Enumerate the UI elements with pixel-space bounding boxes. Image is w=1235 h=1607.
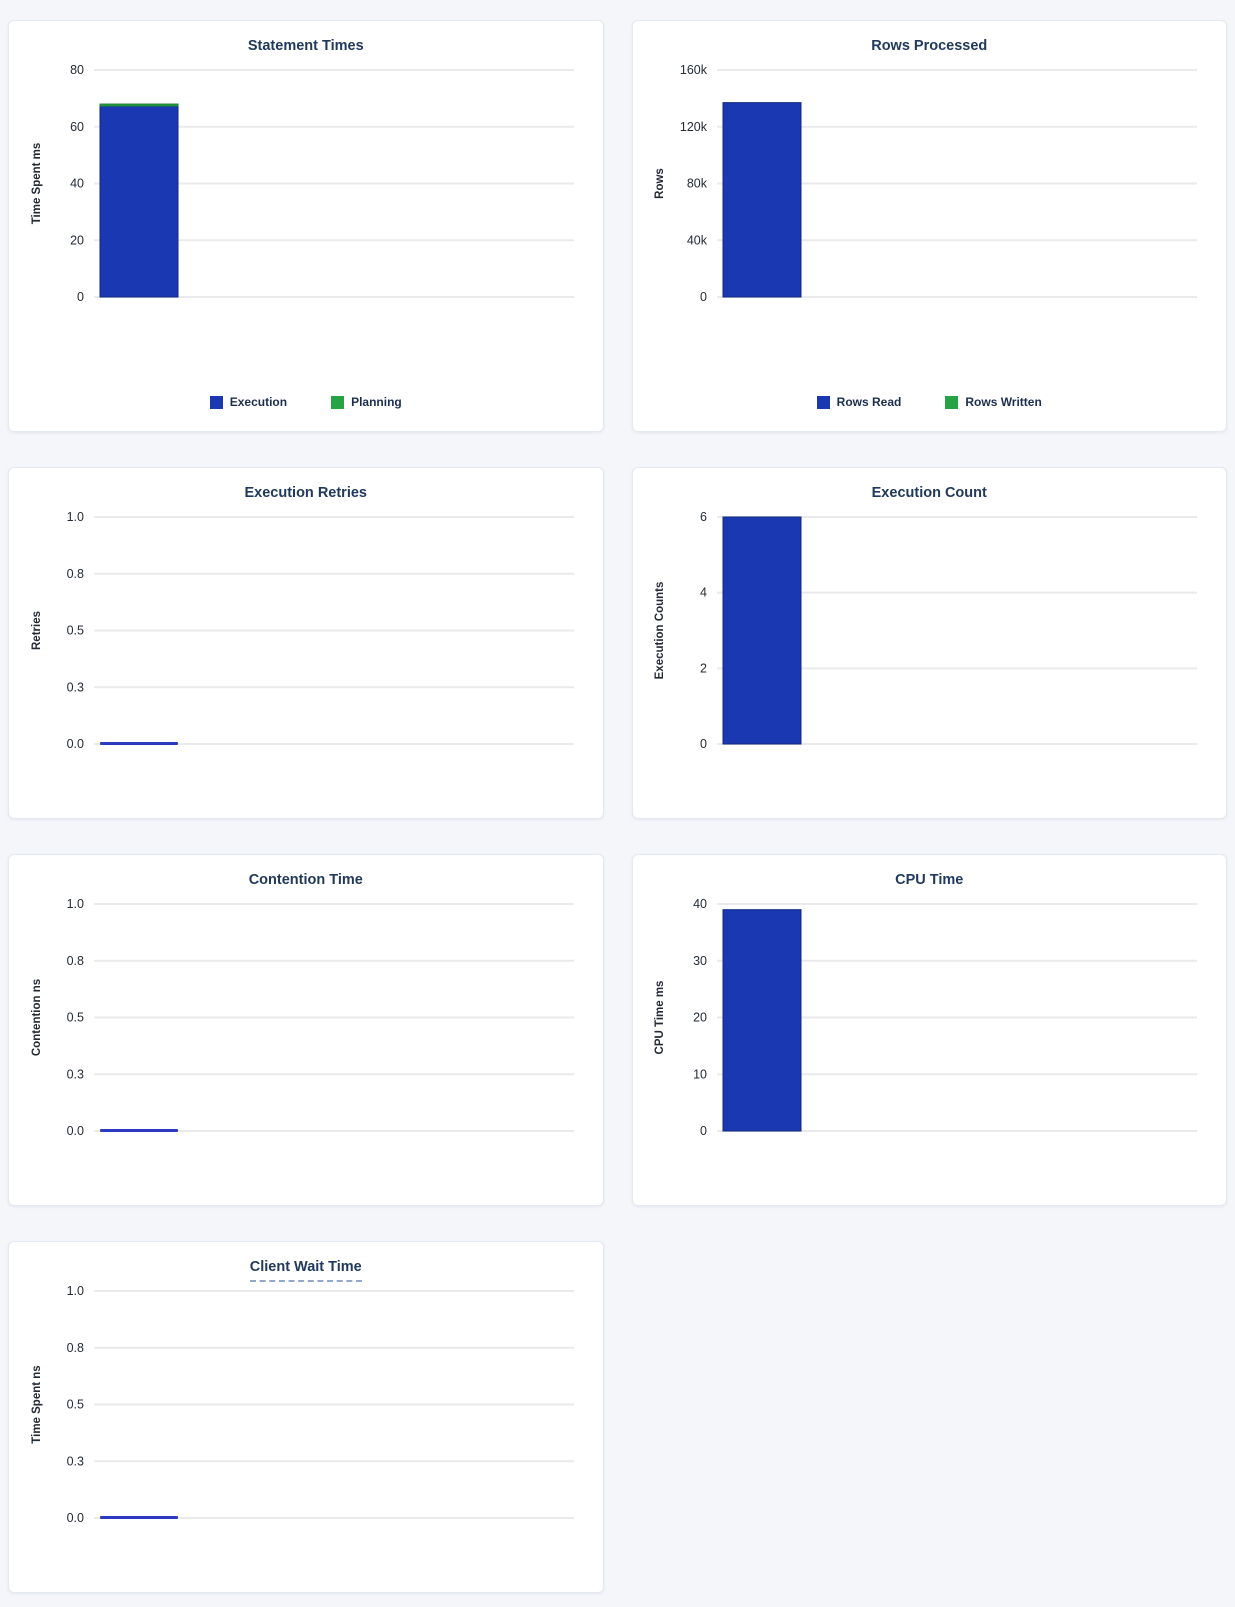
chart-title: Statement Times	[9, 21, 603, 57]
chart-title: Contention Time	[9, 855, 603, 891]
chart-plot-client-wait-time: Time Spent ns 1.0 0.8 0.5 0.3 0.0	[31, 1284, 574, 1525]
chart-title: Rows Processed	[633, 21, 1227, 57]
chart-legend: Execution Planning	[9, 395, 603, 431]
y-tick-label: 0.3	[66, 1067, 83, 1081]
y-tick-label: 4	[700, 586, 707, 600]
chart-card-execution-count: Execution Count Execution Counts 6 4 2 0	[631, 467, 1227, 819]
chart-card-execution-retries: Execution Retries Retries 1.0 0.8 0.5 0.3 0.0	[8, 467, 604, 819]
chart-title-text: CPU Time	[895, 872, 964, 888]
legend-label: Planning	[351, 395, 402, 409]
chart-title: Execution Count	[633, 468, 1227, 504]
y-axis-label: Execution Counts	[654, 582, 666, 680]
legend-label: Rows Read	[836, 395, 902, 409]
bar-segment-execution	[99, 105, 179, 298]
legend-swatch-icon	[331, 395, 345, 409]
y-tick-label: 0.3	[66, 1454, 83, 1468]
chart-title-text: Rows Processed	[871, 38, 988, 54]
zero-value-bar	[99, 1129, 178, 1132]
legend-swatch-icon	[945, 395, 959, 409]
zero-value-bar	[99, 742, 178, 745]
chart-card-client-wait-time: Client Wait Time Time Spent ns 1.0 0.8 0.5 0…	[8, 1241, 604, 1593]
y-tick-label: 0.5	[66, 1011, 83, 1025]
y-tick-label: 0.3	[66, 680, 83, 694]
chart-title: Execution Retries	[9, 468, 603, 504]
y-tick-label: 0.8	[66, 954, 83, 968]
y-tick-label: 1.0	[66, 1284, 83, 1298]
legend-swatch-icon	[816, 395, 830, 409]
legend-item-execution: Execution	[209, 395, 288, 409]
chart-title-text: Statement Times	[247, 38, 364, 54]
y-tick-label: 160k	[680, 63, 708, 77]
chart-plot-contention-time: Contention ns 1.0 0.8 0.5 0.3 0.0	[31, 897, 574, 1138]
chart-card-cpu-time: CPU Time CPU Time ms 40 30 20 10 0	[631, 854, 1227, 1206]
bar-segment-execution-count	[722, 516, 802, 745]
y-tick-label: 20	[70, 233, 84, 247]
bar-segment-rows-read	[722, 102, 802, 298]
y-tick-label: 10	[693, 1067, 707, 1081]
y-tick-label: 0.0	[66, 737, 83, 751]
y-tick-label: 0	[700, 1124, 707, 1138]
chart-title-text: Execution Retries	[244, 485, 368, 501]
y-tick-label: 0.5	[66, 624, 83, 638]
y-tick-label: 0	[700, 290, 707, 304]
y-tick-label: 0.0	[66, 1124, 83, 1138]
y-tick-label: 20	[693, 1011, 707, 1025]
y-tick-label: 120k	[680, 120, 708, 134]
legend-item-rows-read: Rows Read	[816, 395, 902, 409]
chart-plot-cpu-time: CPU Time ms 40 30 20 10 0	[654, 897, 1198, 1138]
legend-swatch-icon	[209, 395, 223, 409]
y-tick-label: 0.5	[66, 1398, 83, 1412]
y-tick-label: 80	[70, 63, 84, 77]
y-tick-label: 0.8	[66, 1341, 83, 1355]
chart-plot-statement-times: Time Spent ms 80 60 40 20 0	[31, 63, 574, 304]
y-tick-label: 40k	[687, 233, 708, 247]
y-tick-label: 6	[700, 510, 707, 524]
y-axis-label: Contention ns	[31, 979, 43, 1056]
bar-segment-planning	[99, 103, 179, 107]
y-tick-label: 1.0	[66, 897, 83, 911]
chart-plot-execution-count: Execution Counts 6 4 2 0	[654, 510, 1198, 751]
chart-title-tooltip-link[interactable]: Client Wait Time	[249, 1257, 362, 1282]
y-tick-label: 40	[693, 897, 707, 911]
y-tick-label: 0	[700, 737, 707, 751]
bar-segment-cpu-time	[722, 909, 802, 1132]
y-tick-label: 0.0	[66, 1511, 83, 1525]
y-tick-label: 60	[70, 120, 84, 134]
chart-card-rows-processed: Rows Processed Rows 160k 120k 80k 40k 0 Rows …	[631, 20, 1227, 432]
chart-plot-execution-retries: Retries 1.0 0.8 0.5 0.3 0.0	[31, 510, 574, 751]
y-tick-label: 0	[77, 290, 84, 304]
chart-title: Client Wait Time	[9, 1242, 603, 1282]
y-axis-label: Time Spent ms	[31, 143, 43, 225]
chart-legend: Rows Read Rows Written	[633, 395, 1227, 431]
chart-title-text: Execution Count	[871, 485, 987, 501]
y-tick-label: 0.8	[66, 567, 83, 581]
y-axis-label: CPU Time ms	[654, 981, 666, 1055]
y-tick-label: 30	[693, 954, 707, 968]
zero-value-bar	[99, 1516, 178, 1519]
y-axis-label: Time Spent ns	[31, 1365, 43, 1443]
chart-plot-rows-processed: Rows 160k 120k 80k 40k 0	[654, 63, 1198, 304]
y-tick-label: 80k	[687, 177, 708, 191]
chart-title: CPU Time	[633, 855, 1227, 891]
legend-item-rows-written: Rows Written	[945, 395, 1042, 409]
chart-title-text: Contention Time	[248, 872, 363, 888]
legend-label: Rows Written	[965, 395, 1042, 409]
y-axis-label: Rows	[654, 168, 666, 199]
chart-card-statement-times: Statement Times Time Spent ms 80 60 40 20 0 E…	[8, 20, 604, 432]
y-tick-label: 40	[70, 177, 84, 191]
y-tick-label: 2	[700, 661, 707, 675]
chart-card-contention-time: Contention Time Contention ns 1.0 0.8 0.5 0.…	[8, 854, 604, 1206]
legend-item-planning: Planning	[331, 395, 402, 409]
y-tick-label: 1.0	[66, 510, 83, 524]
y-axis-label: Retries	[31, 611, 43, 650]
legend-label: Execution	[229, 395, 288, 409]
